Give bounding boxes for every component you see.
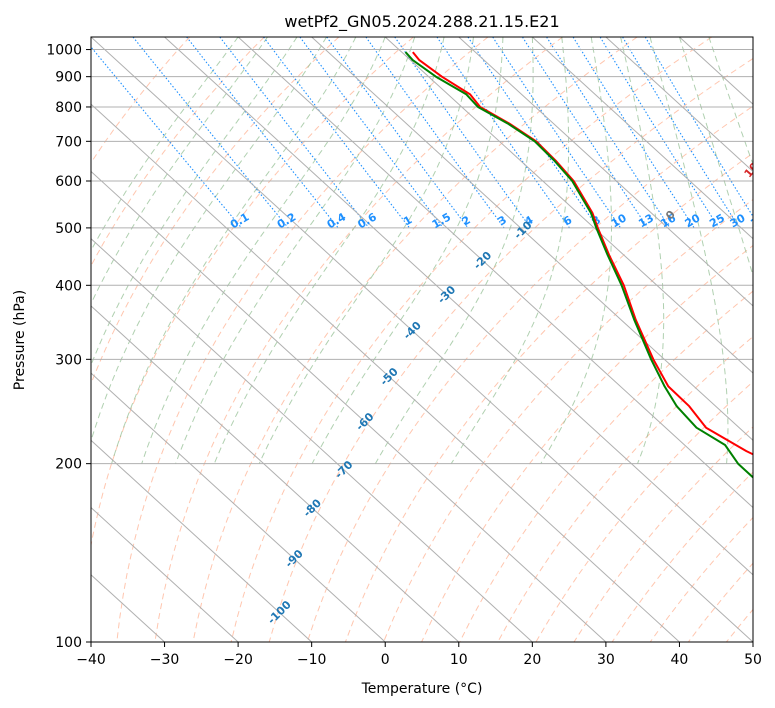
- y-tick-label: 500: [55, 221, 82, 237]
- dry-adiabat-line: [268, 57, 753, 642]
- dry-adiabat-line: [91, 37, 191, 164]
- dry-adiabat-line: [535, 381, 753, 642]
- moist-adiabat-line: [111, 37, 357, 464]
- x-axis-ticks: −40 −30 −20 −10 0 10 20 30 40 50: [76, 642, 762, 668]
- moist-adiabat-line: [91, 37, 298, 367]
- x-tick-label: 40: [671, 652, 689, 668]
- mixing-ratio-line: [644, 37, 753, 218]
- y-axis-ticks: 100 200 300 400 500 600 700 800 900 1000: [46, 43, 91, 651]
- mixing-ratio-line: [522, 37, 649, 229]
- moist-adiabat-line: [540, 37, 612, 464]
- dry-adiabat-line: [192, 37, 638, 642]
- mixing-ratio-line: [186, 37, 339, 229]
- dry-adiabat-line: [91, 37, 414, 548]
- x-tick-label: −40: [76, 652, 106, 668]
- y-tick-label: 400: [55, 278, 82, 294]
- mixing-ratio-line: [622, 37, 740, 229]
- dry-adiabat-line: [91, 37, 265, 267]
- mixing-ratio-line: [263, 37, 410, 229]
- y-tick-label: 800: [55, 100, 82, 116]
- isotherm-line: [91, 237, 533, 642]
- y-tick-label: 300: [55, 352, 82, 368]
- isotherm-line: [458, 37, 753, 307]
- y-axis-label: Pressure (hPa): [12, 290, 28, 390]
- isotherm-line: [91, 170, 607, 642]
- x-tick-label: 30: [597, 652, 615, 668]
- x-tick-label: −30: [150, 652, 180, 668]
- isotherm-line: [605, 37, 753, 173]
- moist-adiabat-line: [141, 37, 386, 464]
- moist-adiabat-line: [91, 37, 239, 252]
- isotherm-line: [237, 37, 753, 509]
- moist-adiabat-line: [258, 37, 474, 464]
- temperature-line: [412, 51, 753, 456]
- x-tick-label: 10: [450, 652, 468, 668]
- isotherm-line: [91, 103, 680, 642]
- mixing-ratio-line: [219, 37, 370, 229]
- moist-adiabat-label: 10: [742, 160, 762, 180]
- x-tick-label: 50: [744, 652, 762, 668]
- mixing-ratio-line: [299, 37, 444, 229]
- isotherm-line: [91, 439, 313, 642]
- y-tick-label: 600: [55, 174, 82, 190]
- x-axis-label: Temperature (°C): [361, 681, 483, 697]
- moist-adiabat-line: [620, 37, 665, 464]
- dry-adiabat-line: [116, 37, 489, 642]
- isotherm-line: [164, 37, 753, 576]
- plot-frame: [90, 36, 754, 643]
- moist-adiabat-line: [213, 37, 445, 464]
- moist-adiabat-line: [450, 37, 570, 464]
- isotherm-line: [91, 372, 386, 642]
- x-tick-label: −10: [297, 652, 327, 668]
- plot-area: 0.10.20.40.611.52346810131620253036-100-…: [91, 37, 768, 642]
- y-tick-label: 700: [55, 134, 82, 150]
- dewpoint-line: [404, 51, 753, 479]
- isotherm-line: [91, 506, 239, 642]
- moist-adiabats: [91, 37, 753, 464]
- y-tick-label: 100: [55, 635, 82, 651]
- isotherm-line: [531, 37, 753, 240]
- moist-adiabat-line: [311, 37, 504, 464]
- dry-adiabat-line: [306, 105, 753, 642]
- mixing-ratio-line: [326, 37, 469, 229]
- isotherm-line: [384, 37, 753, 374]
- moist-adiabat-line: [91, 37, 268, 305]
- dry-adiabat-line: [154, 37, 563, 642]
- y-tick-label: 200: [55, 457, 82, 473]
- mixing-ratio-label: 36: [748, 211, 768, 230]
- y-tick-label: 900: [55, 70, 82, 86]
- mixing-ratio-line: [572, 37, 695, 229]
- mixing-ratio-line: [492, 37, 622, 229]
- mixing-ratio-line: [365, 37, 505, 229]
- mixing-ratio-line: [436, 37, 570, 229]
- mixing-ratio-line: [467, 37, 599, 229]
- isobars: [91, 49, 753, 642]
- moist-adiabat-line: [91, 37, 327, 443]
- chart-title: wetPf2_GN05.2024.288.21.15.E21: [284, 12, 559, 32]
- x-tick-label: 0: [381, 652, 390, 668]
- x-tick-label: 20: [523, 652, 541, 668]
- sounding-series: [404, 51, 753, 479]
- x-tick-label: −20: [223, 652, 253, 668]
- mixing-ratio-line: [546, 37, 671, 229]
- isotherm-line: [91, 305, 460, 642]
- isotherm-line: [91, 37, 753, 642]
- y-tick-label: 1000: [46, 43, 82, 59]
- moist-adiabat-line: [374, 37, 534, 464]
- mixing-ratio-line: [599, 37, 720, 229]
